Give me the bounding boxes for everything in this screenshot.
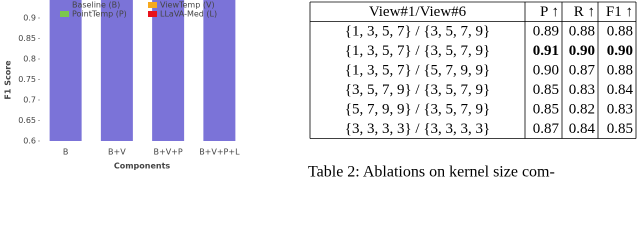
y-tick-label: 0.65 xyxy=(18,116,36,125)
table-cell: {3, 3, 3, 3} / {3, 3, 3, 3} xyxy=(345,121,490,137)
legend-label: ViewTemp (V) xyxy=(160,1,215,10)
legend-swatch xyxy=(148,2,157,8)
header-cell: R ↑ xyxy=(574,4,595,20)
table-cell: 0.89 xyxy=(533,24,559,40)
legend-swatch xyxy=(148,11,157,17)
table-cell: 0.83 xyxy=(569,82,595,98)
table-cell: 0.85 xyxy=(533,102,559,118)
table-cell: {1, 3, 5, 7} / {5, 7, 9, 9} xyxy=(345,63,490,79)
table-cell: 0.87 xyxy=(569,63,596,79)
table-cell: {1, 3, 5, 7} / {3, 5, 7, 9} xyxy=(345,24,490,40)
legend-swatch xyxy=(60,2,69,8)
table-cell: 0.85 xyxy=(533,82,559,98)
x-tick-label: B+V xyxy=(108,148,126,157)
y-tick-label: 0.8 xyxy=(23,55,36,64)
header-cell: F1 ↑ xyxy=(606,4,633,20)
table-cell: 0.84 xyxy=(607,82,634,98)
table-cell: 0.90 xyxy=(607,43,633,59)
table-cell: {3, 5, 7, 9} / {3, 5, 7, 9} xyxy=(345,82,490,98)
y-tick-label: 0.75 xyxy=(18,75,36,84)
y-tick-label: 0.7 xyxy=(23,96,36,105)
y-tick-label: 0.6 xyxy=(23,137,36,146)
legend-label: PointTemp (P) xyxy=(72,10,127,19)
bar-segment xyxy=(49,0,82,142)
table-cell: 0.82 xyxy=(569,102,595,118)
table-cell: 0.88 xyxy=(569,24,595,40)
x-axis-label: Components xyxy=(114,162,171,171)
table-cell: 0.90 xyxy=(569,43,595,59)
table-caption: Table 2: Ablations on kernel size com- xyxy=(308,164,555,181)
table-cell: 0.87 xyxy=(533,121,560,137)
y-tick-label: 0.9 xyxy=(23,14,36,23)
header-cell: View#1/View#6 xyxy=(369,4,467,20)
table-cell: 0.85 xyxy=(607,121,633,137)
table-cell: 0.88 xyxy=(607,63,633,79)
bar-segment xyxy=(100,0,133,142)
y-tick-label: 0.85 xyxy=(18,34,36,43)
table-cell: {5, 7, 9, 9} / {3, 5, 7, 9} xyxy=(345,102,490,118)
bar-segment xyxy=(152,0,185,142)
legend-swatch xyxy=(60,11,69,17)
table-cell: 0.83 xyxy=(607,102,633,118)
x-tick-label: B xyxy=(63,148,69,157)
bar-segment xyxy=(203,0,236,142)
page: F1 Score Components Table 2: Ablations o… xyxy=(4,0,637,181)
x-tick-label: B+V+P+L xyxy=(199,148,240,157)
table-cell: {1, 3, 5, 7} / {3, 5, 7, 9} xyxy=(345,43,490,59)
x-tick-label: B+V+P xyxy=(154,148,183,157)
y-axis-label: F1 Score xyxy=(4,60,13,100)
table-cell: 0.90 xyxy=(533,63,559,79)
table-cell: 0.88 xyxy=(607,24,633,40)
table-cell: 0.91 xyxy=(533,43,559,59)
legend-label: LLaVA-Med (L) xyxy=(160,10,217,19)
header-cell: P ↑ xyxy=(540,4,559,20)
table-cell: 0.84 xyxy=(569,121,596,137)
legend-label: Baseline (B) xyxy=(72,1,120,10)
